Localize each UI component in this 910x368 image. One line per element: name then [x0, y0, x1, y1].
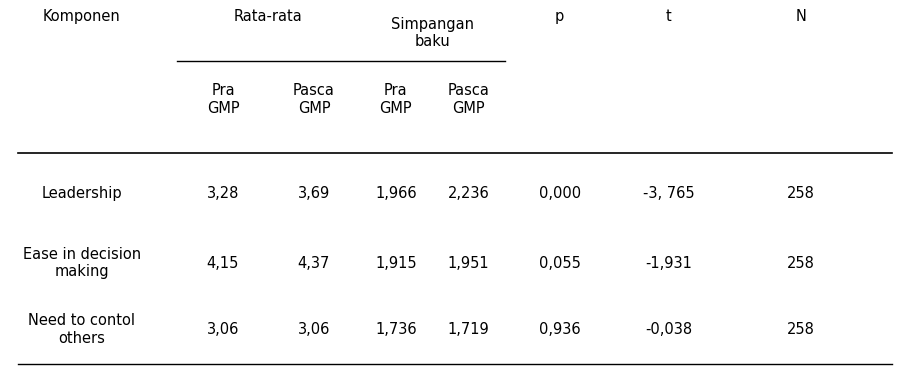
Text: 0,055: 0,055 — [539, 256, 581, 270]
Text: 4,37: 4,37 — [298, 256, 330, 270]
Text: 3,69: 3,69 — [298, 186, 330, 201]
Text: Pasca
GMP: Pasca GMP — [448, 83, 490, 116]
Text: 3,28: 3,28 — [207, 186, 239, 201]
Text: 258: 258 — [787, 322, 814, 337]
Text: 1,719: 1,719 — [448, 322, 490, 337]
Text: t: t — [666, 9, 672, 24]
Text: 4,15: 4,15 — [207, 256, 239, 270]
Text: Simpangan
baku: Simpangan baku — [390, 17, 474, 49]
Text: Ease in decision
making: Ease in decision making — [23, 247, 141, 279]
Text: 1,915: 1,915 — [375, 256, 417, 270]
Text: 258: 258 — [787, 256, 814, 270]
Text: 1,736: 1,736 — [375, 322, 417, 337]
Text: Pra
GMP: Pra GMP — [379, 83, 412, 116]
Text: -1,931: -1,931 — [645, 256, 693, 270]
Text: Rata-rata: Rata-rata — [234, 9, 303, 24]
Text: Komponen: Komponen — [43, 9, 121, 24]
Text: 1,951: 1,951 — [448, 256, 490, 270]
Text: 258: 258 — [787, 186, 814, 201]
Text: 3,06: 3,06 — [298, 322, 330, 337]
Text: Need to contol
others: Need to contol others — [28, 313, 136, 346]
Text: Pasca
GMP: Pasca GMP — [293, 83, 335, 116]
Text: 0,936: 0,936 — [539, 322, 581, 337]
Text: Pra
GMP: Pra GMP — [207, 83, 239, 116]
Text: 1,966: 1,966 — [375, 186, 417, 201]
Text: N: N — [795, 9, 806, 24]
Text: 3,06: 3,06 — [207, 322, 239, 337]
Text: -0,038: -0,038 — [645, 322, 693, 337]
Text: 0,000: 0,000 — [539, 186, 581, 201]
Text: p: p — [555, 9, 564, 24]
Text: Leadership: Leadership — [42, 186, 122, 201]
Text: -3, 765: -3, 765 — [643, 186, 694, 201]
Text: 2,236: 2,236 — [448, 186, 490, 201]
